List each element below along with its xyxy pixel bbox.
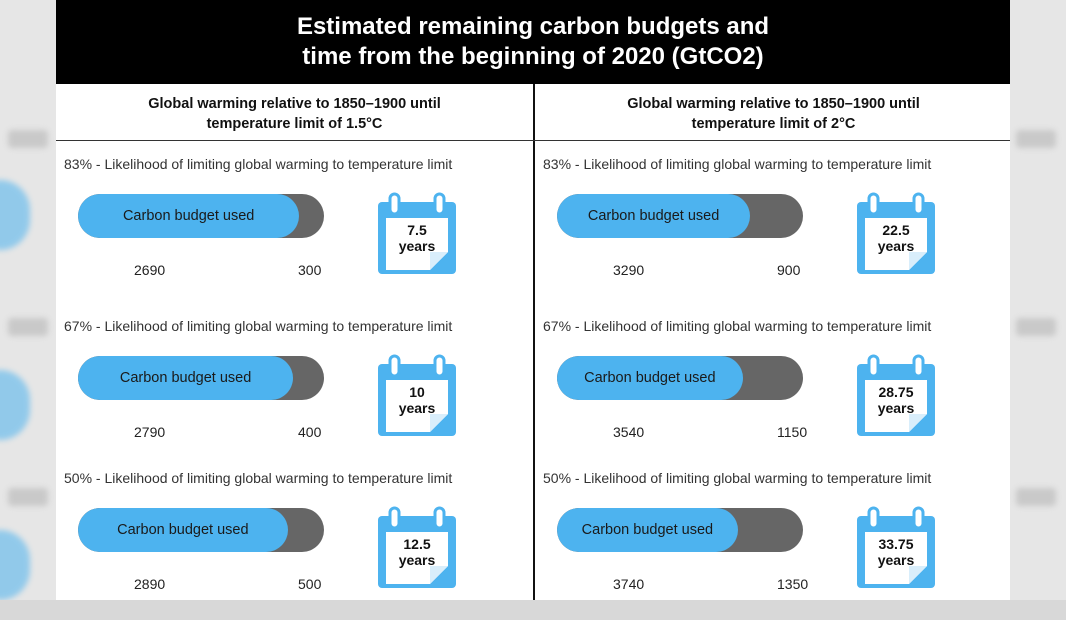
column-header: Global warming relative to 1850–1900 unt… bbox=[627, 96, 920, 132]
years-value: 22.5 bbox=[882, 222, 910, 238]
column-header: Global warming relative to 1850–1900 unt… bbox=[148, 96, 441, 132]
years-label: 12.5 years bbox=[388, 536, 446, 568]
budget-used-segment: Carbon budget used bbox=[78, 508, 288, 552]
likelihood-label: 83% - Likelihood of limiting global warm… bbox=[543, 156, 932, 172]
column-1-5c: Global warming relative to 1850–1900 unt… bbox=[56, 84, 533, 600]
used-value: 2890 bbox=[134, 576, 166, 592]
likelihood-label: 50% - Likelihood of limiting global warm… bbox=[543, 470, 932, 486]
scenario-row: 67% - Likelihood of limiting global warm… bbox=[535, 318, 1012, 468]
budget-used-segment: Carbon budget used bbox=[557, 356, 743, 400]
years-label: 10 years bbox=[388, 384, 446, 416]
remaining-value: 500 bbox=[298, 576, 322, 592]
remaining-value: 1150 bbox=[777, 424, 808, 440]
likelihood-label: 67% - Likelihood of limiting global warm… bbox=[543, 318, 932, 334]
years-unit: years bbox=[398, 552, 436, 568]
calendar-icon: 22.5 years bbox=[853, 192, 939, 278]
budget-used-segment: Carbon budget used bbox=[557, 194, 751, 238]
likelihood-label: 50% - Likelihood of limiting global warm… bbox=[64, 470, 453, 486]
bar-label: Carbon budget used bbox=[119, 370, 252, 386]
calendar-icon: 33.75 years bbox=[853, 506, 939, 592]
years-unit: years bbox=[398, 238, 436, 254]
bar-label: Carbon budget used bbox=[581, 522, 714, 538]
calendar-icon: 7.5 years bbox=[374, 192, 460, 278]
bar-label: Carbon budget used bbox=[117, 522, 249, 538]
budget-used-segment: Carbon budget used bbox=[78, 194, 300, 238]
calendar-icon: 10 years bbox=[374, 354, 460, 440]
scenario-row: 50% - Likelihood of limiting global warm… bbox=[56, 470, 533, 620]
remaining-value: 900 bbox=[777, 262, 801, 278]
years-label: 33.75 years bbox=[867, 536, 925, 568]
remaining-value: 1350 bbox=[777, 576, 809, 592]
chart-title: Estimated remaining carbon budgets and t… bbox=[56, 0, 1010, 84]
infographic-card: Estimated remaining carbon budgets and t… bbox=[56, 0, 1010, 600]
used-value: 3740 bbox=[613, 576, 645, 592]
years-value: 33.75 bbox=[878, 536, 914, 552]
calendar-icon: 12.5 years bbox=[374, 506, 460, 592]
budget-bar: Carbon budget used bbox=[557, 508, 803, 552]
bar-label: Carbon budget used bbox=[587, 208, 720, 224]
budget-bar: Carbon budget used bbox=[557, 356, 803, 400]
scenario-row: 83% - Likelihood of limiting global warm… bbox=[56, 156, 533, 306]
bar-label: Carbon budget used bbox=[584, 370, 716, 386]
scenario-row: 67% - Likelihood of limiting global warm… bbox=[56, 318, 533, 468]
years-value: 7.5 bbox=[407, 222, 427, 238]
used-value: 3540 bbox=[613, 424, 645, 440]
scenario-row: 50% - Likelihood of limiting global warm… bbox=[535, 470, 1012, 620]
budget-used-segment: Carbon budget used bbox=[78, 356, 294, 400]
years-value: 10 bbox=[409, 384, 425, 400]
budget-bar: Carbon budget used bbox=[78, 194, 324, 238]
years-label: 22.5 years bbox=[867, 222, 925, 254]
years-unit: years bbox=[877, 238, 915, 254]
years-label: 28.75 years bbox=[867, 384, 925, 416]
budget-bar: Carbon budget used bbox=[78, 356, 324, 400]
budget-bar: Carbon budget used bbox=[557, 194, 803, 238]
years-value: 28.75 bbox=[878, 384, 914, 400]
years-unit: years bbox=[877, 400, 915, 416]
used-value: 2790 bbox=[134, 424, 166, 440]
column-2c: Global warming relative to 1850–1900 unt… bbox=[535, 84, 1012, 600]
years-unit: years bbox=[877, 552, 915, 568]
budget-bar: Carbon budget used bbox=[78, 508, 324, 552]
used-value: 3290 bbox=[613, 262, 645, 278]
remaining-value: 400 bbox=[298, 424, 322, 440]
remaining-value: 300 bbox=[298, 262, 322, 278]
left-backdrop bbox=[0, 0, 56, 600]
calendar-icon: 28.75 years bbox=[853, 354, 939, 440]
years-unit: years bbox=[398, 400, 436, 416]
right-backdrop bbox=[1010, 0, 1066, 600]
column-divider bbox=[533, 84, 535, 600]
likelihood-label: 67% - Likelihood of limiting global warm… bbox=[64, 318, 453, 334]
years-label: 7.5 years bbox=[388, 222, 446, 254]
header-divider bbox=[56, 140, 1010, 141]
likelihood-label: 83% - Likelihood of limiting global warm… bbox=[64, 156, 453, 172]
used-value: 2690 bbox=[134, 262, 166, 278]
years-value: 12.5 bbox=[403, 536, 431, 552]
budget-used-segment: Carbon budget used bbox=[557, 508, 738, 552]
scenario-row: 83% - Likelihood of limiting global warm… bbox=[535, 156, 1012, 306]
bar-label: Carbon budget used bbox=[122, 208, 255, 224]
